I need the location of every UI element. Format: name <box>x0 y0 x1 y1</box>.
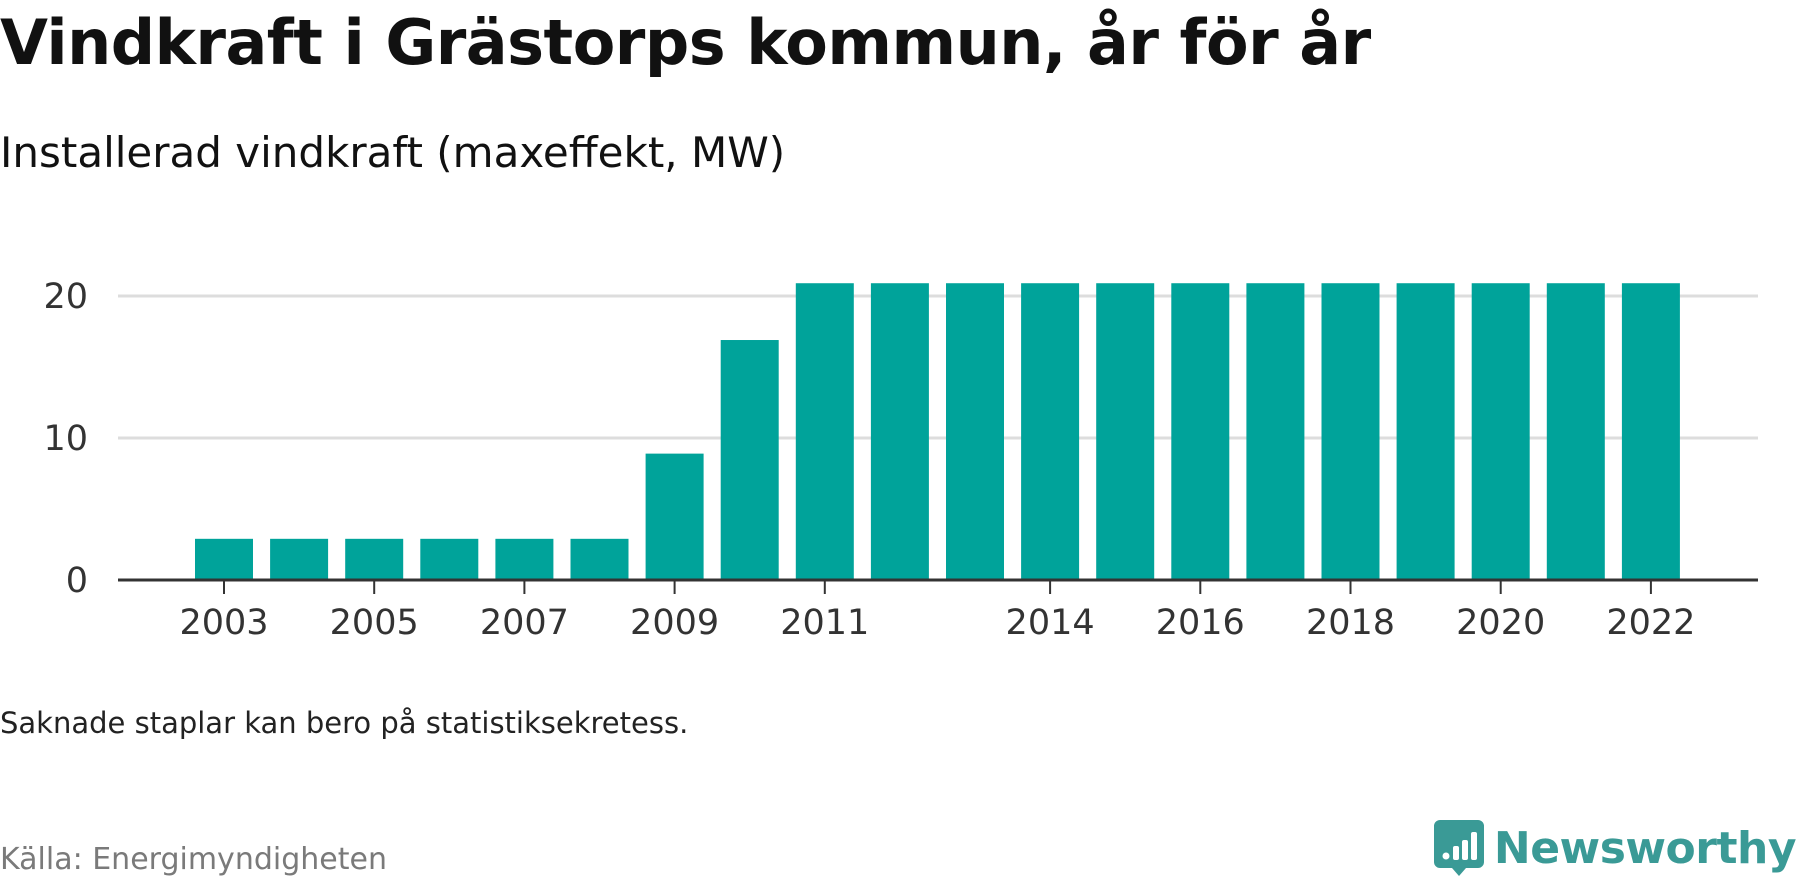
bar-2013 <box>946 283 1004 580</box>
footnote: Saknade staplar kan bero på statistiksek… <box>0 706 689 740</box>
bar-2018 <box>1321 283 1380 580</box>
x-axis-ticks: 2003 2005 2007 2009 2011 2014 2016 2018 2020 2022 <box>179 580 1695 643</box>
y-axis-ticks: 0 10 20 <box>43 277 88 601</box>
chart-subtitle: Installerad vindkraft (maxeffekt, MW) <box>0 128 786 177</box>
x-tick-label: 2007 <box>480 603 569 643</box>
source-credit: Källa: Energimyndigheten <box>0 842 387 877</box>
bar-2005 <box>345 538 404 580</box>
bar-2006 <box>420 538 479 580</box>
bar-2004 <box>270 538 329 580</box>
y-tick-label: 10 <box>43 419 88 459</box>
brand-name: Newsworthy <box>1493 822 1797 874</box>
bar-2019 <box>1396 283 1455 580</box>
bar-2003 <box>195 538 253 580</box>
bar-2022 <box>1621 283 1680 580</box>
bar-2017 <box>1246 283 1305 580</box>
bar-2021 <box>1546 283 1605 580</box>
x-tick-label: 2018 <box>1306 603 1395 643</box>
x-tick-label: 2014 <box>1006 603 1095 643</box>
brand-logo[interactable]: Newsworthy <box>1433 820 1797 876</box>
chart-title: Vindkraft i Grästorps kommun, år för år <box>0 6 1371 79</box>
y-tick-label: 0 <box>66 561 88 601</box>
x-tick-label: 2020 <box>1456 603 1545 643</box>
bar-2012 <box>870 283 929 580</box>
bar-2009 <box>645 453 704 580</box>
bar-2016 <box>1171 283 1230 580</box>
bar-2020 <box>1471 283 1530 580</box>
x-tick-label: 2022 <box>1606 603 1695 643</box>
bar-2011 <box>795 283 854 580</box>
bar-2014 <box>1021 283 1080 580</box>
x-tick-label: 2003 <box>179 603 268 643</box>
x-tick-label: 2009 <box>630 603 719 643</box>
x-tick-label: 2016 <box>1156 603 1245 643</box>
bar-2007 <box>495 538 554 580</box>
newsworthy-logo-icon <box>1433 820 1484 876</box>
bar-2010 <box>720 340 779 580</box>
x-tick-label: 2011 <box>780 603 869 643</box>
y-tick-label: 20 <box>43 277 88 317</box>
bar-2015 <box>1096 283 1155 580</box>
x-tick-label: 2005 <box>330 603 419 643</box>
bar-2008 <box>570 538 629 580</box>
bars <box>195 283 1680 580</box>
